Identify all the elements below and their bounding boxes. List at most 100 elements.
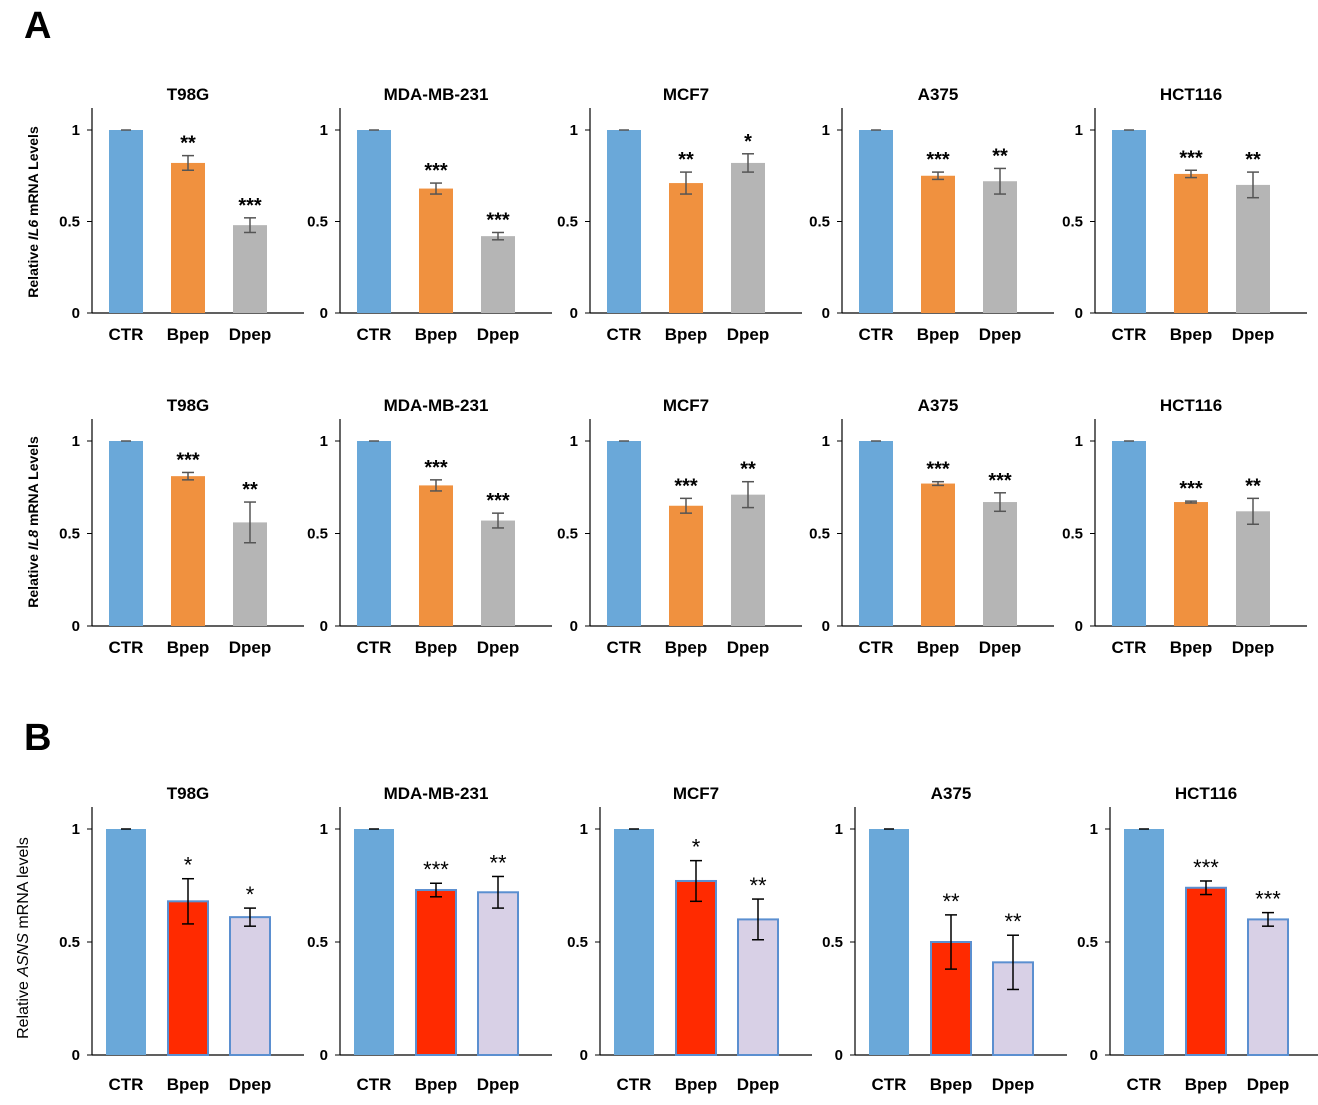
y-tick-label: 1 [72, 122, 80, 139]
bar-ctr [357, 130, 391, 313]
category-label-ctr: CTR [1112, 325, 1147, 344]
y-tick-label: 1 [822, 433, 830, 450]
y-tick-label: 0.5 [307, 526, 328, 543]
chart-il8-mcf7: MCF7 0 0.5 1 CTR *** Bpep ** Dpep [557, 396, 802, 657]
bar-bpep [415, 889, 457, 1057]
significance-bpep: *** [1179, 478, 1203, 500]
category-label-dpep: Dpep [1232, 638, 1275, 657]
category-label-bpep: Bpep [665, 638, 708, 657]
significance-bpep: *** [423, 857, 449, 882]
bar-dpep [737, 918, 779, 1057]
y-tick-label: 0.5 [557, 526, 578, 543]
bar-bpep [1185, 886, 1227, 1057]
category-label-ctr: CTR [607, 638, 642, 657]
category-label-dpep: Dpep [979, 325, 1022, 344]
category-label-ctr: CTR [357, 638, 392, 657]
category-label-dpep: Dpep [477, 325, 520, 344]
category-label-ctr: CTR [607, 325, 642, 344]
bar-bpep [675, 879, 717, 1056]
category-label-ctr: CTR [357, 1075, 392, 1094]
significance-bpep: ** [942, 889, 960, 914]
category-label-ctr: CTR [1112, 638, 1147, 657]
bar-dpep [481, 520, 515, 626]
y-tick-label: 0 [320, 305, 328, 322]
chart-il6-mda-mb-231: MDA-MB-231 0 0.5 1 CTR *** Bpep *** Dpep [307, 85, 552, 344]
bar-dpep [1236, 511, 1270, 626]
chart-asns-t98g: T98G 0 0.5 1 CTR * Bpep * Dpep [59, 784, 304, 1094]
category-label-ctr: CTR [859, 638, 894, 657]
significance-dpep: *** [486, 209, 510, 231]
category-label-bpep: Bpep [415, 1075, 458, 1094]
bar-dpep [233, 225, 267, 313]
chart-title: MCF7 [663, 396, 709, 415]
chart-il8-mda-mb-231: MDA-MB-231 0 0.5 1 CTR *** Bpep *** Dpep [307, 396, 552, 657]
y-tick-label: 1 [570, 433, 578, 450]
bar-dpep [481, 236, 515, 313]
chart-title: T98G [167, 85, 210, 104]
y-tick-label: 1 [72, 821, 80, 838]
bar-bpep [669, 505, 703, 626]
chart-asns-mcf7: MCF7 0 0.5 1 CTR * Bpep ** Dpep [567, 784, 812, 1094]
significance-bpep: *** [424, 457, 448, 479]
y-tick-label: 1 [580, 821, 588, 838]
bar-dpep [229, 916, 271, 1057]
y-tick-label: 1 [320, 821, 328, 838]
bar-ctr [869, 829, 909, 1055]
y-tick-label: 0 [72, 618, 80, 635]
category-label-bpep: Bpep [917, 638, 960, 657]
category-label-bpep: Bpep [917, 325, 960, 344]
chart-asns-mda-mb-231: MDA-MB-231 0 0.5 1 CTR *** Bpep ** Dpep [307, 784, 552, 1094]
chart-asns-hct116: HCT116 0 0.5 1 CTR *** Bpep *** Dpep [1077, 784, 1318, 1094]
y-tick-label: 1 [1075, 122, 1083, 139]
y-tick-label: 0.5 [557, 214, 578, 231]
bar-bpep [669, 183, 703, 313]
chart-title: A375 [918, 85, 959, 104]
bar-bpep [1174, 173, 1208, 313]
bar-ctr [614, 829, 654, 1055]
chart-asns-a375: A375 0 0.5 1 CTR ** Bpep ** Dpep [822, 784, 1067, 1094]
category-label-ctr: CTR [872, 1075, 907, 1094]
chart-title: HCT116 [1175, 784, 1237, 803]
bar-ctr [106, 829, 146, 1055]
y-tick-label: 1 [1075, 433, 1083, 450]
category-label-dpep: Dpep [979, 638, 1022, 657]
significance-dpep: ** [489, 850, 507, 875]
significance-dpep: ** [1245, 149, 1261, 171]
significance-dpep: *** [486, 490, 510, 512]
y-axis-label-il6: Relative IL6 mRNA Levels [25, 126, 41, 298]
chart-title: A375 [931, 784, 972, 803]
category-label-bpep: Bpep [167, 1075, 210, 1094]
bar-bpep [419, 188, 453, 313]
significance-bpep: *** [1179, 147, 1203, 169]
category-label-bpep: Bpep [415, 325, 458, 344]
category-label-dpep: Dpep [229, 638, 272, 657]
significance-dpep: * [744, 131, 752, 153]
chart-il8-a375: A375 0 0.5 1 CTR *** Bpep *** Dpep [809, 396, 1054, 657]
y-tick-label: 0 [72, 1047, 80, 1064]
category-label-ctr: CTR [357, 325, 392, 344]
chart-il8-hct116: HCT116 0 0.5 1 CTR *** Bpep ** Dpep [1062, 396, 1307, 657]
y-tick-label: 0.5 [1062, 214, 1083, 231]
category-label-dpep: Dpep [229, 325, 272, 344]
y-tick-label: 0 [570, 618, 578, 635]
y-tick-label: 1 [822, 122, 830, 139]
category-label-bpep: Bpep [1170, 325, 1213, 344]
significance-bpep: * [184, 853, 193, 878]
bar-dpep [1236, 184, 1270, 313]
panel-letter-b: B [24, 717, 51, 759]
y-axis-label-asns: Relative ASNS mRNA levels [15, 837, 32, 1039]
category-label-dpep: Dpep [477, 638, 520, 657]
bar-dpep [731, 162, 765, 313]
category-label-bpep: Bpep [415, 638, 458, 657]
significance-dpep: ** [992, 145, 1008, 167]
bar-bpep [171, 476, 205, 626]
significance-dpep: ** [749, 873, 767, 898]
chart-title: MCF7 [663, 85, 709, 104]
category-label-bpep: Bpep [930, 1075, 973, 1094]
y-tick-label: 1 [1090, 821, 1098, 838]
y-tick-label: 0.5 [567, 934, 588, 951]
y-tick-label: 0 [1075, 618, 1083, 635]
bar-bpep [921, 483, 955, 626]
category-label-bpep: Bpep [167, 638, 210, 657]
chart-il6-t98g: T98G 0 0.5 1 CTR ** Bpep *** Dpep [59, 85, 304, 344]
